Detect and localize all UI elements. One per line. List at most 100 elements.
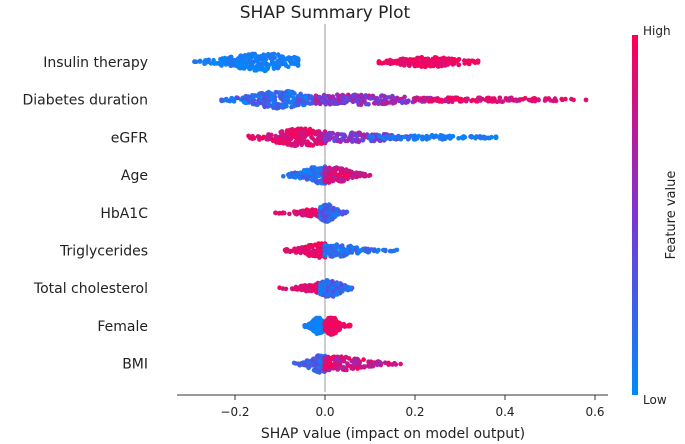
shap-point <box>532 96 538 101</box>
shap-point <box>326 354 331 360</box>
shap-point <box>423 63 428 68</box>
shap-point <box>455 57 461 63</box>
shap-point <box>313 207 318 213</box>
shap-point <box>279 132 284 137</box>
feature-label: HbA1C <box>100 206 148 222</box>
shap-point <box>300 212 306 218</box>
shap-point <box>318 204 323 210</box>
feature-row-points <box>277 278 355 299</box>
shap-point <box>469 135 474 140</box>
shap-point <box>426 96 431 102</box>
shap-point <box>270 138 276 143</box>
shap-point <box>330 254 335 259</box>
shap-point <box>331 207 336 213</box>
shap-point <box>371 248 377 253</box>
shap-point <box>271 64 277 69</box>
shap-point <box>288 131 294 137</box>
feature-label: eGFR <box>111 130 149 146</box>
shap-point <box>402 134 407 140</box>
feature-label: Triglycerides <box>59 244 148 260</box>
shap-point <box>434 55 440 61</box>
shap-point <box>275 52 281 57</box>
shap-point <box>298 170 304 175</box>
shap-point <box>285 64 291 70</box>
shap-point <box>330 99 336 105</box>
shap-point <box>329 327 335 332</box>
shap-point <box>318 282 323 288</box>
shap-point <box>316 135 322 140</box>
shap-point <box>376 59 382 64</box>
shap-point <box>208 61 214 66</box>
shap-point <box>514 98 520 104</box>
shap-point <box>358 248 364 253</box>
shap-point <box>377 134 383 139</box>
shap-point <box>354 170 359 175</box>
shap-point <box>429 99 435 104</box>
shap-point <box>298 283 304 289</box>
shap-point <box>355 250 361 256</box>
shap-point <box>299 93 305 99</box>
shap-point <box>317 141 322 146</box>
shap-point <box>386 360 391 366</box>
shap-point <box>323 202 328 208</box>
shap-point <box>316 319 322 325</box>
shap-point <box>237 56 242 62</box>
shap-point <box>471 59 477 65</box>
shap-point <box>364 101 369 107</box>
shap-point <box>522 95 528 101</box>
shap-point <box>456 136 461 141</box>
shap-point <box>406 60 412 65</box>
shap-point <box>373 99 379 105</box>
shap-point <box>262 104 268 110</box>
shap-point <box>303 245 309 250</box>
shap-point <box>287 211 292 217</box>
shap-point <box>338 247 343 252</box>
shap-point <box>343 354 349 360</box>
shap-point <box>569 96 574 102</box>
shap-point <box>309 283 315 289</box>
shap-point <box>322 319 328 325</box>
shap-point <box>458 96 463 102</box>
shap-point <box>309 135 314 140</box>
shap-point <box>241 66 247 71</box>
shap-point <box>314 129 320 135</box>
shap-point <box>274 60 279 66</box>
shap-point <box>356 359 362 364</box>
shap-point <box>421 135 427 141</box>
shap-point <box>464 98 469 103</box>
shap-point <box>285 248 291 254</box>
shap-point <box>331 316 337 321</box>
shap-point <box>313 253 319 258</box>
shap-point <box>263 66 269 71</box>
shap-point <box>400 98 405 104</box>
colorbar-high-label: High <box>643 24 671 38</box>
shap-point <box>276 64 282 69</box>
shap-point <box>315 369 320 375</box>
shap-point <box>353 247 358 253</box>
shap-point <box>302 134 307 140</box>
shap-point <box>299 139 305 145</box>
shap-point <box>552 96 558 101</box>
colorbar-title: Feature value <box>664 171 679 260</box>
shap-point <box>322 218 328 224</box>
shap-point <box>295 246 301 251</box>
shap-point <box>265 96 271 101</box>
shap-point <box>451 97 457 102</box>
shap-point <box>266 54 272 59</box>
shap-point <box>336 365 341 371</box>
shap-point <box>419 55 425 60</box>
shap-point <box>328 364 333 369</box>
shap-point <box>383 247 388 253</box>
shap-point <box>294 101 300 106</box>
shap-point <box>447 58 453 64</box>
shap-point <box>265 134 271 139</box>
shap-point <box>231 57 237 63</box>
shap-point <box>307 287 313 292</box>
shap-point <box>315 246 321 252</box>
shap-point <box>475 59 481 64</box>
chart-title: SHAP Summary Plot <box>240 3 411 23</box>
shap-point <box>433 60 439 66</box>
shap-point <box>370 362 376 368</box>
shap-point <box>409 133 415 139</box>
shap-point <box>342 209 347 215</box>
